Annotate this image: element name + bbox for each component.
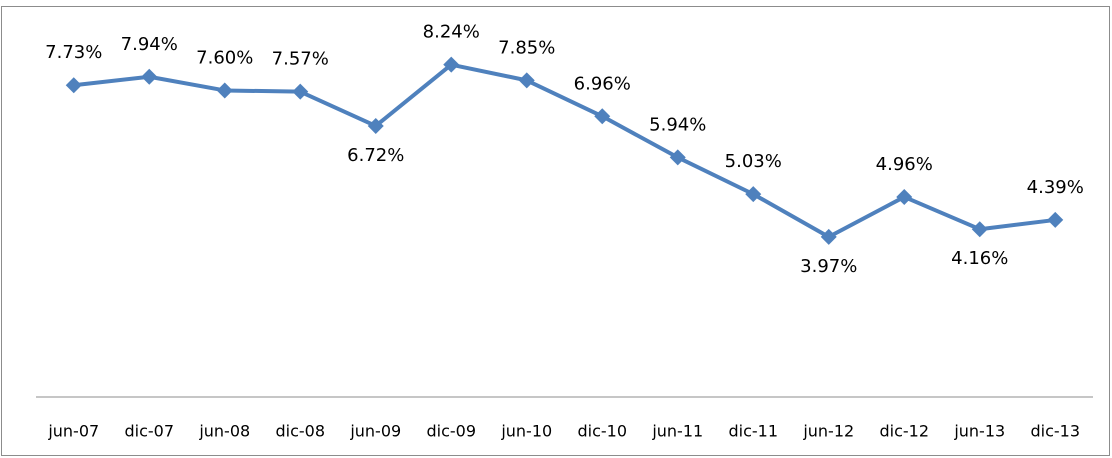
data-marker <box>367 117 384 134</box>
data-label: 6.96% <box>574 73 631 94</box>
x-tick-label: dic-12 <box>879 422 929 441</box>
data-label: 7.60% <box>196 47 253 68</box>
data-marker <box>292 83 309 100</box>
data-marker <box>669 149 686 166</box>
data-marker <box>141 68 158 85</box>
x-tick-label: jun-07 <box>47 422 99 441</box>
data-marker <box>896 188 913 205</box>
x-tick-label: dic-13 <box>1030 422 1080 441</box>
x-tick-label: dic-09 <box>426 422 476 441</box>
data-label: 4.96% <box>876 154 933 175</box>
data-label: 4.16% <box>951 248 1008 269</box>
data-label: 4.39% <box>1027 177 1084 198</box>
data-label: 7.85% <box>498 37 555 58</box>
data-label: 6.72% <box>347 145 404 166</box>
data-marker <box>820 228 837 245</box>
data-marker <box>594 108 611 125</box>
x-tick-label: dic-11 <box>728 422 778 441</box>
data-marker <box>518 72 535 89</box>
data-label: 7.57% <box>272 49 329 70</box>
data-label: 5.94% <box>649 114 706 135</box>
x-tick-label: jun-10 <box>500 422 552 441</box>
data-label: 8.24% <box>423 22 480 43</box>
data-marker <box>971 221 988 238</box>
data-marker <box>1047 211 1064 228</box>
x-tick-label: jun-13 <box>953 422 1005 441</box>
data-marker <box>443 56 460 73</box>
data-line <box>73 62 1056 239</box>
data-label: 7.73% <box>45 42 102 63</box>
x-tick-label: jun-09 <box>349 422 401 441</box>
data-marker <box>216 82 233 99</box>
chart-frame <box>1 6 1110 456</box>
x-tick-label: dic-07 <box>124 422 174 441</box>
x-tick-label: jun-12 <box>802 422 854 441</box>
data-marker <box>745 186 762 203</box>
x-tick-label: jun-08 <box>198 422 250 441</box>
x-tick-label: dic-08 <box>275 422 325 441</box>
data-marker <box>65 77 82 94</box>
data-label: 5.03% <box>725 151 782 172</box>
x-tick-label: jun-11 <box>651 422 703 441</box>
data-label: 7.94% <box>121 34 178 55</box>
data-label: 3.97% <box>800 256 857 277</box>
x-tick-label: dic-10 <box>577 422 627 441</box>
